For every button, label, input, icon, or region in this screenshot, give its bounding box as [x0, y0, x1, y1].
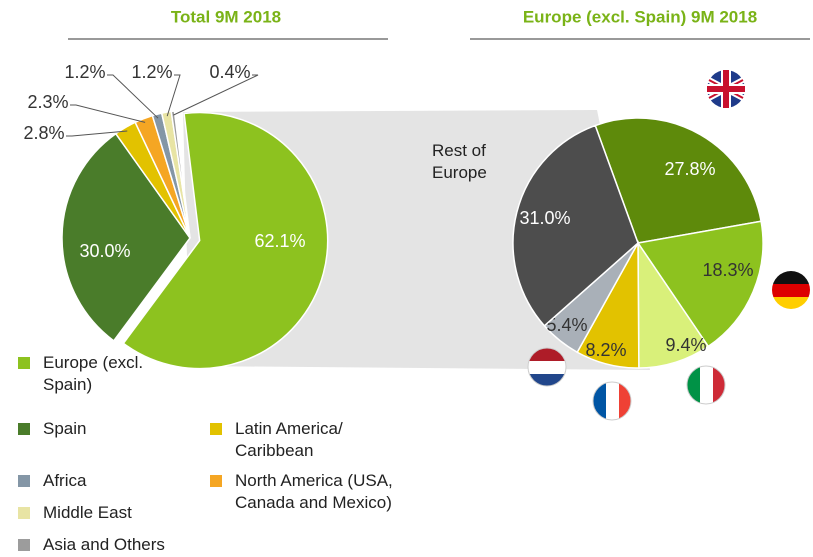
legend-label: North America (USA, Canada and Mexico) — [235, 471, 393, 512]
legend-swatch — [18, 357, 30, 369]
pie-slice — [594, 117, 762, 244]
data-label: 27.8% — [664, 159, 715, 179]
legend-label: Middle East — [43, 503, 132, 522]
flag-nl — [527, 347, 567, 387]
legend-label: Europe (excl. Spain) — [43, 353, 144, 394]
flag-uk — [707, 70, 745, 108]
data-label: 1.2% — [131, 62, 172, 82]
pie-slice — [512, 124, 639, 327]
legend-swatch — [210, 423, 222, 435]
leader-line — [107, 74, 159, 119]
data-label: 8.2% — [585, 340, 626, 360]
pie-slice — [170, 110, 191, 239]
legend-swatch — [18, 475, 30, 487]
legend-swatch — [18, 507, 30, 519]
legend-swatch — [18, 539, 30, 551]
data-label: 9.4% — [665, 335, 706, 355]
data-label: 18.3% — [702, 260, 753, 280]
data-label: 30.0% — [79, 241, 130, 261]
legend-label: Africa — [43, 471, 87, 490]
leader-line — [70, 104, 146, 123]
chart-title: Europe (excl. Spain) 9M 2018 — [523, 7, 757, 26]
flag-it — [686, 365, 726, 405]
pie-slice — [636, 220, 764, 348]
legend-label: Spain — [43, 419, 87, 438]
flag-de — [772, 271, 810, 309]
legend-label: Asia and Others — [43, 535, 165, 554]
data-label: 0.4% — [209, 62, 250, 82]
leader-line — [66, 130, 128, 137]
data-label: 5.4% — [546, 315, 587, 335]
legend-swatch — [18, 423, 30, 435]
data-label: 31.0% — [519, 208, 570, 228]
leader-line — [166, 74, 181, 117]
leader-line — [173, 74, 259, 116]
legend-swatch — [210, 475, 222, 487]
chart-title: Total 9M 2018 — [171, 7, 281, 26]
pie-slice — [122, 111, 329, 370]
pie-slice — [61, 132, 191, 342]
data-label: 2.8% — [23, 123, 64, 143]
data-label: 62.1% — [254, 231, 305, 251]
rest-of-europe-label: Rest of Europe — [432, 141, 487, 182]
legend-label: Latin America/ Caribbean — [235, 419, 343, 460]
flag-fr — [592, 381, 632, 421]
data-label: 1.2% — [64, 62, 105, 82]
data-label: 2.3% — [27, 92, 68, 112]
flags — [527, 70, 810, 421]
